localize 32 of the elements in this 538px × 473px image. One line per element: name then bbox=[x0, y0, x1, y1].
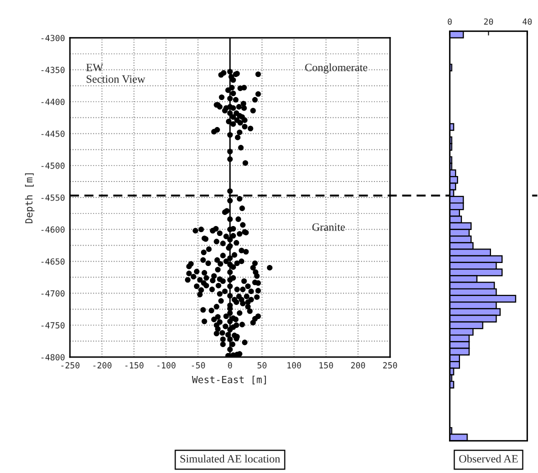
x-tick-label: 0 bbox=[448, 18, 452, 25]
y-tick-label: -4650 bbox=[41, 258, 65, 265]
x-tick-label: 50 bbox=[258, 362, 266, 368]
x-tick-label: -150 bbox=[125, 362, 144, 368]
y-tick-label: -4750 bbox=[41, 322, 65, 328]
x-tick-label: 250 bbox=[383, 362, 398, 368]
y-tick-label: -4800 bbox=[41, 354, 65, 360]
x-axis-title: West-East [m] bbox=[192, 376, 266, 384]
y-axis-title: Depth [m] bbox=[25, 173, 34, 224]
x-tick-label: 150 bbox=[320, 362, 334, 368]
x-tick-label: -200 bbox=[93, 362, 112, 368]
x-tick-label: -50 bbox=[192, 362, 205, 368]
y-tick-label: -4500 bbox=[41, 162, 65, 169]
text: Observed AE bbox=[459, 454, 518, 463]
x-tick-label: 20 bbox=[484, 18, 493, 25]
x-tick-label: 40 bbox=[522, 18, 532, 25]
x-tick-label: 0 bbox=[228, 362, 232, 368]
x-tick-label: 100 bbox=[287, 362, 301, 368]
x-tick-label: -100 bbox=[157, 362, 176, 368]
y-tick-label: -4600 bbox=[41, 226, 65, 233]
y-tick-label: -4350 bbox=[41, 66, 65, 74]
annotation: EW Section View bbox=[86, 64, 146, 83]
y-tick-label: -4550 bbox=[41, 194, 65, 201]
y-tick-label: -4450 bbox=[41, 130, 65, 137]
x-tick-label: 200 bbox=[351, 362, 366, 368]
annotation: Granite bbox=[312, 223, 345, 231]
y-tick-label: -4700 bbox=[41, 290, 65, 297]
y-tick-label: -4300 bbox=[41, 34, 65, 42]
annotation: Conglomerate bbox=[305, 63, 368, 74]
y-tick-label: -4400 bbox=[41, 98, 65, 105]
text: Simulated AE location bbox=[180, 454, 280, 463]
x-tick-label: -250 bbox=[61, 362, 80, 368]
